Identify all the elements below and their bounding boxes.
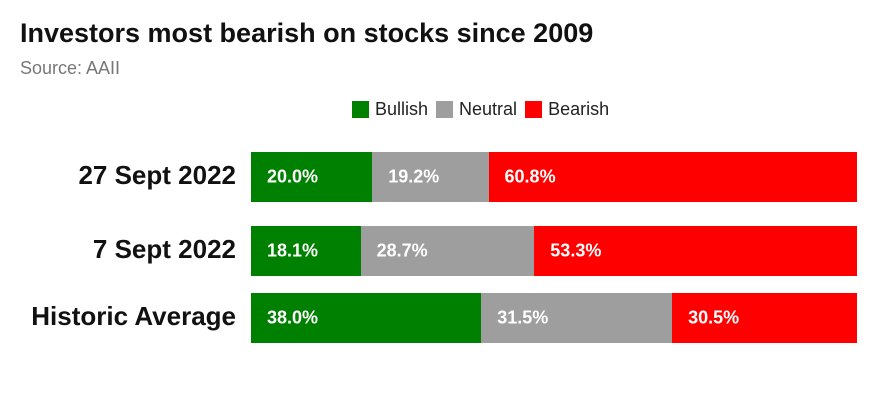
bar-segment-neutral: 31.5% [481,293,673,343]
bar-segment-bearish: 53.3% [534,226,857,276]
data-label: 28.7% [376,240,428,261]
legend-item-neutral: Neutral [436,99,517,120]
legend-label-bullish: Bullish [375,99,429,119]
category-label: 7 Sept 2022 [92,234,236,264]
legend-swatch-bearish [525,101,543,118]
legend-swatch-neutral [436,101,454,118]
legend-item-bearish: Bearish [525,99,609,120]
chart-legend: Bullish Neutral Bearish [352,99,617,120]
category-label: Historic Average [31,301,236,331]
data-label: 19.2% [388,166,440,187]
legend-swatch-bullish [352,101,369,118]
data-label: 60.8% [504,166,556,187]
data-label: 53.3% [550,240,602,261]
legend-label-bearish: Bearish [548,99,610,119]
bar-segment-bearish: 60.8% [488,152,857,202]
data-label: 18.1% [267,240,319,261]
bar-row: 38.0% 31.5% 30.5% [251,293,857,343]
bar-segment-neutral: 28.7% [360,226,535,276]
bar-segment-bearish: 30.5% [672,293,857,343]
bar-segment-bullish: 38.0% [251,293,482,343]
category-label: 27 Sept 2022 [78,160,236,190]
bar-row: 20.0% 19.2% 60.8% [251,152,857,202]
bar-segment-neutral: 19.2% [372,152,489,202]
bar-segment-bullish: 18.1% [251,226,361,276]
bar-row: 18.1% 28.7% 53.3% [251,226,857,276]
legend-label-neutral: Neutral [459,99,518,119]
data-label: 20.0% [267,166,319,187]
legend-item-bullish: Bullish [352,99,428,120]
data-label: 31.5% [497,307,549,328]
data-label: 30.5% [688,307,740,328]
chart-source: Source: AAII [20,58,121,78]
bar-segment-bullish: 20.0% [251,152,373,202]
data-label: 38.0% [267,307,319,328]
chart-title: Investors most bearish on stocks since 2… [20,18,594,48]
